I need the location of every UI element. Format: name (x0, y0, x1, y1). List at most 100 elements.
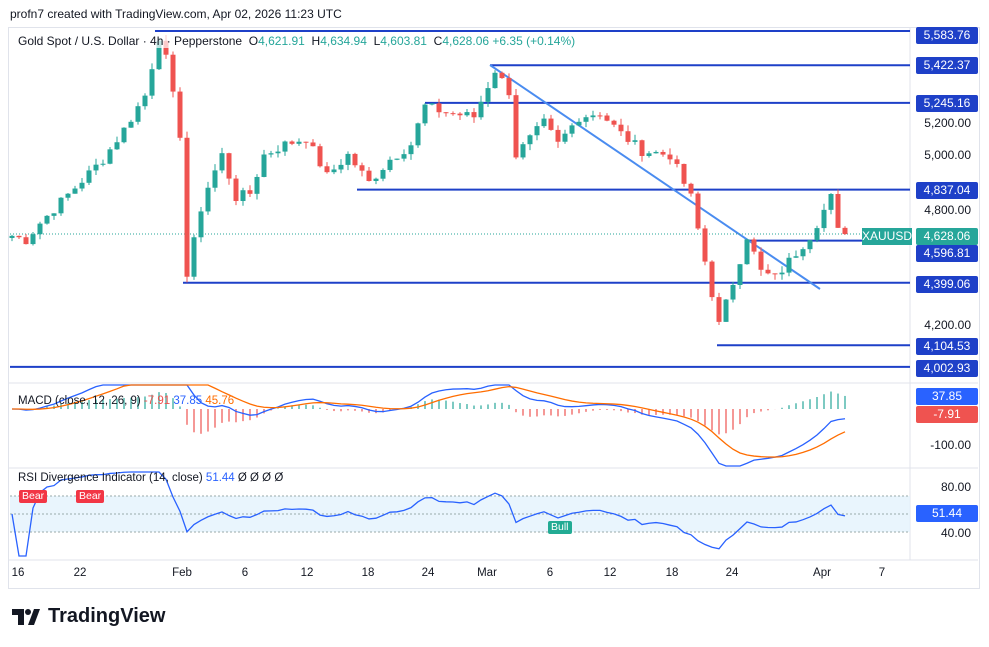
macd-histogram-bar (592, 409, 594, 411)
close-label: C (433, 34, 443, 48)
rsi-legend: RSI Divergence Indicator (14, close) 51.… (18, 472, 283, 485)
macd-histogram-bar (235, 409, 237, 423)
candle-body (716, 297, 722, 322)
level-tag: 4,399.06 (916, 276, 978, 293)
candle-body (240, 190, 246, 202)
macd-histogram-bar (109, 399, 111, 409)
candle-body (709, 261, 715, 298)
logo-text: TradingView (48, 605, 166, 627)
tradingview-logo-icon (12, 608, 40, 625)
macd-histogram-bar (613, 409, 615, 411)
candle-body (632, 140, 638, 142)
candle-body (807, 240, 813, 250)
macd-histogram-bar (319, 407, 321, 409)
candle-body (275, 151, 281, 154)
candle-body (219, 153, 225, 171)
candle-body (842, 227, 848, 235)
macd-histogram-bar (452, 401, 454, 409)
date-axis-label: Feb (172, 567, 192, 579)
date-axis-label: 6 (546, 567, 554, 579)
level-tag: 4,002.93 (916, 360, 978, 377)
bull-label: Bull (548, 521, 572, 534)
candle-body (142, 95, 148, 107)
macd-histogram-bar (95, 399, 97, 409)
candle-body (268, 153, 274, 155)
candle-body (394, 158, 400, 160)
bear-label: Bear (76, 490, 105, 503)
candle-body (695, 193, 701, 229)
macd-histogram-bar (431, 399, 433, 409)
candle-body (296, 141, 302, 144)
candle-body (170, 54, 176, 92)
macd-histogram-bar (606, 409, 608, 410)
macd-histogram-bar (130, 397, 132, 409)
candle-body (527, 135, 533, 145)
candle-body (289, 141, 295, 144)
candle-body (387, 159, 393, 170)
macd-histogram-bar (361, 409, 363, 412)
macd-histogram-bar (144, 396, 146, 409)
macd-histogram-bar (284, 406, 286, 409)
macd-histogram-bar (536, 409, 538, 417)
macd-histogram-bar (74, 401, 76, 409)
candle-body (128, 121, 134, 128)
candle-body (814, 228, 820, 241)
date-axis-label: 16 (11, 567, 25, 579)
symbol-tag: XAUUSD (862, 228, 913, 245)
price-axis-label: 5,200.00 (924, 116, 971, 130)
trend-line (489, 64, 821, 290)
macd-histogram-bar (599, 409, 601, 410)
macd-histogram-bar (67, 402, 69, 409)
macd-histogram-bar (256, 409, 258, 418)
date-axis-label: 6 (241, 567, 249, 579)
candle-body (72, 188, 78, 194)
level-tag: 5,583.76 (916, 27, 978, 44)
rsi-label[interactable]: RSI Divergence Indicator (14, close) (18, 472, 203, 484)
candle-body (702, 228, 708, 262)
macd-histogram-bar (214, 409, 216, 428)
candle-body (121, 127, 127, 143)
macd-histogram-bar (116, 398, 118, 409)
macd-histogram-bar (823, 394, 825, 409)
candle-body (324, 166, 330, 173)
macd-histogram-bar (578, 409, 580, 414)
macd-histogram-bar (585, 409, 587, 412)
candle-body (303, 141, 309, 143)
candle-body (723, 299, 729, 322)
macd-histogram-bar (228, 409, 230, 422)
macd-histogram-bar (683, 409, 685, 417)
candle-body (422, 104, 428, 124)
signal-value: 45.76 (205, 395, 235, 407)
candle-body (191, 237, 197, 277)
rsi-tag: 51.44 (916, 505, 978, 522)
macd-histogram-bar (767, 409, 769, 411)
candle-body (317, 146, 323, 167)
candle-body (184, 137, 190, 277)
macd-histogram-bar (242, 409, 244, 422)
macd-histogram-bar (165, 393, 167, 409)
macd-histogram-bar (515, 409, 517, 413)
macd-histogram-bar (81, 401, 83, 409)
candle-body (520, 144, 526, 158)
price-axis-label: 4,200.00 (924, 318, 971, 332)
macd-histogram-bar (354, 409, 356, 411)
tradingview-logo[interactable]: TradingView (12, 605, 165, 628)
candle-body (653, 151, 659, 154)
macd-histogram-bar (445, 400, 447, 409)
macd-label[interactable]: MACD (close, 12, 26, 9) (18, 395, 141, 407)
candle-body (576, 121, 582, 126)
price-axis-label: 4,800.00 (924, 203, 971, 217)
rsi-null-values: Ø Ø Ø Ø (237, 472, 284, 484)
macd-histogram-bar (753, 409, 755, 414)
date-axis-label: 22 (73, 567, 87, 579)
macd-histogram-bar (676, 409, 678, 415)
candle-body (688, 183, 694, 194)
candle-body (569, 125, 575, 134)
low-value: 4,603.81 (380, 34, 427, 48)
macd-histogram-bar (340, 409, 342, 412)
symbol-name[interactable]: Gold Spot / U.S. Dollar · 4h · Peppersto… (18, 34, 243, 48)
candle-body (765, 269, 771, 274)
macd-histogram-bar (809, 399, 811, 409)
candle-body (261, 154, 267, 177)
